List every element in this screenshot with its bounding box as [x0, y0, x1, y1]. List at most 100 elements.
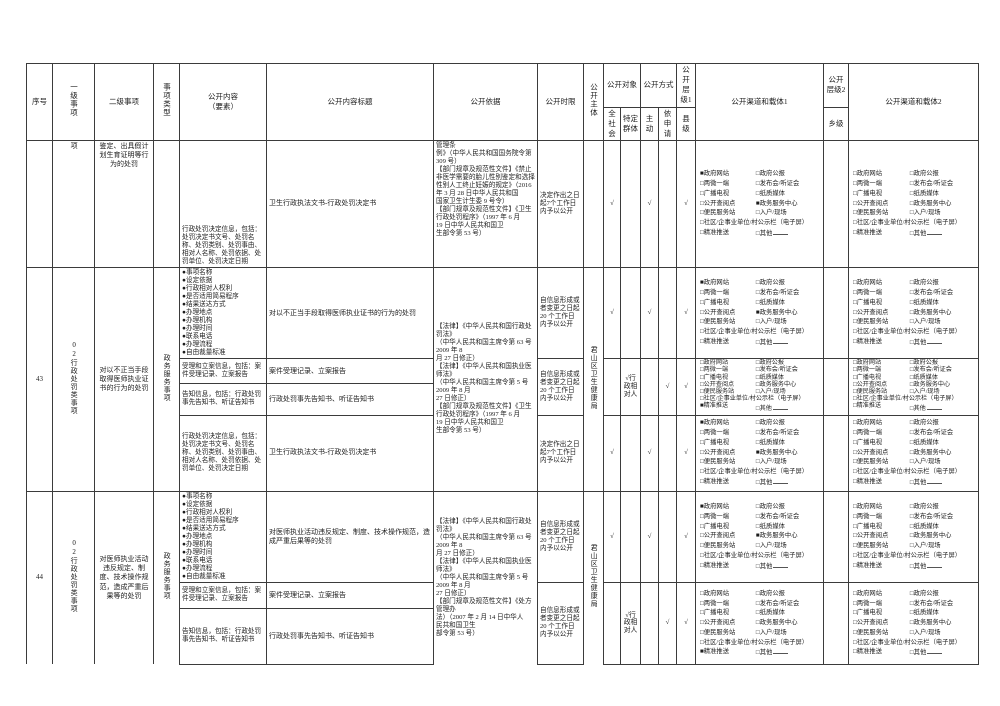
cell-time-limit: 自信息形成或 者变更之日起 20 个工作日 内予以公开 [537, 266, 584, 360]
subject-label: 公开主体 [589, 83, 599, 118]
channel-option-unchecked: □政府公报 [909, 419, 939, 427]
channel-checkbox-list: ■政府网站 □政府公报 □两微一端 □发布会/听证会 □广播电视 □纸质媒体 □公开查阅点 ■… [697, 169, 822, 238]
channel-option-unchecked: □两微一端 [700, 429, 729, 437]
channel-option-unchecked: □入户/现场 [909, 318, 941, 326]
channel-option-unchecked: □公开查阅点 [853, 448, 889, 456]
channel-checkbox-list: □政府网站 □政府公报 □两微一端 □发布会/听证会 □广播电视 □纸质媒体 □公开查阅点 □… [697, 360, 822, 413]
cell-item-type: 政务服务事项 [153, 266, 180, 492]
cell-township-empty [823, 139, 849, 268]
cell-township-empty [823, 581, 849, 665]
channel-option-unchecked: □两微一端 [853, 599, 882, 607]
col-header-subject: 公开主体 [583, 63, 604, 141]
col-header-whole-society: 全社会 [603, 106, 621, 141]
other-blank-line [927, 561, 943, 568]
cell-level2-item: 对以不正当手段取得医师执业证书的行为的处罚 [94, 266, 154, 492]
channel-option-unchecked: □便民服务站 [853, 542, 889, 550]
channel-option-unchecked: □入户/现场 [909, 628, 941, 636]
check-specific-group [620, 266, 641, 360]
channel-option-unchecked: □公开查阅点 [853, 199, 889, 207]
row-43-sub-4: 行政处罚决定信息，包括：处罚决定书文号、处罚名称、处罚类别、处罚事由、相对人名称… [27, 414, 979, 492]
cell-time-limit: 自信息形成或 者变更之日起 20 个工作日 内予以公开 [537, 581, 584, 665]
channel-option-unchecked: □广播电视 [700, 189, 729, 197]
check-county: √ [676, 358, 696, 416]
channel-option-unchecked: □纸质媒体 [755, 609, 785, 617]
cell-basis: 【法律】《中华人民共和国行政处 罚法》 （中华人民共和国主席令第 63 号 20… [433, 490, 538, 665]
col-header-item-type: 事项类型 [153, 63, 180, 141]
channel-checkbox-list: □政府网站 □政府公报 □两微一端 □发布会/听证会 □广播电视 □纸质媒体 □公开查阅点 □… [850, 589, 977, 658]
check-whole-society: √ [603, 490, 621, 583]
channel-option-unchecked: □公开查阅点 [853, 381, 888, 388]
channel-option-unchecked: □入户/现场 [755, 318, 787, 326]
check-proactive: √ [640, 414, 659, 492]
channel-option-unchecked: □社区/企事业单位/村公示栏（电子屏） [853, 468, 962, 476]
cell-basis: 管理条 例》（中华人民共和国国务院令第 309 号） 【部门规章及规范性文件】《… [433, 139, 538, 268]
channel-option-unchecked: □精准推送 [853, 561, 882, 569]
channel-checkbox-list: ■政府网站 □政府公报 □两微一端 □发布会/听证会 □广播电视 □纸质媒体 □公开查阅点 ■… [697, 418, 822, 487]
col-header-basis: 公开依据 [433, 63, 538, 141]
row-43-sub-3: 告知信息，包括：行政处罚事先告知书、听证告知书 行政处罚事先告知书、听证告知书 [27, 383, 979, 416]
channel-option-unchecked: □政府公报 [755, 419, 785, 427]
channels-county-list: ■政府网站 □政府公报 □两微一端 □发布会/听证会 □广播电视 □纸质媒体 □公开查阅点 ■… [695, 139, 824, 268]
channel-option-unchecked: □公开查阅点 [853, 619, 889, 626]
channel-option-unchecked: □两微一端 [853, 180, 882, 187]
channel-option-unchecked: □纸质媒体 [909, 438, 939, 446]
cell-subject-empty [583, 139, 604, 268]
other-blank-line [773, 337, 789, 344]
channel-option-unchecked: □入户/现场 [755, 458, 787, 466]
channel-option-unchecked: □入户/现场 [755, 542, 787, 550]
channels-township-list: □政府网站 □政府公报 □两微一端 □发布会/听证会 □广播电视 □纸质媒体 □公开查阅点 □… [848, 139, 979, 268]
col-header-on-request: 依申请 [658, 106, 677, 141]
cell-content: 受理和立案信息，包括：案件受理记录、立案报告 [179, 581, 267, 609]
check-proactive [640, 581, 659, 665]
channel-option-unchecked: □其他 [756, 337, 819, 348]
col-header-level-1: 公开层级1 [676, 63, 696, 108]
channels-county-list: ■政府网站 □政府公报 □两微一端 □发布会/听证会 □广播电视 □纸质媒体 □公开查阅点 ■… [695, 266, 824, 360]
col-header-specific-group: 特定群体 [620, 106, 641, 141]
channel-option-unchecked: □广播电视 [853, 189, 882, 197]
cell-level2-item: 鉴定、出具假计划生育证明等行为的处罚 [94, 139, 154, 268]
channel-option-unchecked: □社区/企事业单位/村公示栏（电子屏） [700, 638, 809, 646]
check-whole-society: √ [603, 266, 621, 360]
channel-option-unchecked: □精准推送 [853, 648, 882, 656]
cell-content-title: 卫生行政执法文书-行政处罚决定书 [266, 139, 434, 268]
channel-option-unchecked: □便民服务站 [700, 318, 736, 326]
channel-option-unchecked: □社区/企事业单位/村公示栏（电子屏） [853, 638, 962, 646]
channel-option-unchecked: □政府网站 [853, 589, 882, 597]
channel-option-unchecked: □便民服务站 [700, 388, 735, 395]
cell-serial-empty [26, 139, 53, 268]
cell-content: 告知信息，包括：行政处罚事先告知书、听证告知书 [179, 383, 267, 416]
check-specific-group [620, 490, 641, 583]
channel-option-unchecked: □两微一端 [853, 289, 882, 297]
col-header-time-limit: 公开时限 [537, 63, 584, 141]
other-blank-line [772, 403, 788, 411]
channel-option-unchecked: □发布会/听证会 [909, 512, 954, 520]
channel-option-unchecked: □社区/企事业单位/村公示栏（电子屏） [853, 551, 962, 559]
channel-option-checked: ■精准推送 [700, 403, 729, 410]
channel-option-unchecked: □政府网站 [853, 170, 882, 178]
col-header-level1-item: 一级事项 [52, 63, 95, 141]
cell-content-title: 案件受理记录、立案报告 [266, 358, 434, 385]
catalog-table: 序号 一级事项 二级事项 事项类型 公开内容 （要素） 公开内容标题 公开依据 … [26, 63, 979, 665]
channel-option-unchecked: □政务服务中心 [909, 308, 952, 316]
check-on-request [658, 139, 677, 268]
channel-option-unchecked: □政府网站 [700, 360, 729, 367]
channel-option-unchecked: □政府公报 [909, 589, 939, 597]
channels-township-list: □政府网站 □政府公报 □两微一端 □发布会/听证会 □广播电视 □纸质媒体 □公开查阅点 □… [848, 490, 979, 583]
channel-option-unchecked: □纸质媒体 [755, 374, 784, 381]
channel-option-unchecked: □入户/现场 [909, 209, 941, 217]
channel-option-unchecked: □政务服务中心 [909, 381, 951, 388]
channel-option-unchecked: □公开查阅点 [700, 619, 736, 626]
channel-option-unchecked: □精准推送 [700, 477, 729, 485]
cell-township-empty [823, 266, 849, 360]
channel-option-unchecked: □发布会/听证会 [755, 429, 800, 437]
cell-township-empty [823, 490, 849, 583]
channel-option-unchecked: □其他 [756, 228, 819, 239]
channel-option-unchecked: □广播电视 [700, 374, 729, 381]
channel-option-unchecked: □政府网站 [700, 589, 729, 597]
channel-checkbox-list: ■政府网站 □政府公报 □两微一端 □发布会/听证会 □广播电视 □纸质媒体 □公开查阅点 ■… [697, 278, 822, 347]
channel-option-unchecked: □社区/企事业单位/村公示栏（电子屏） [700, 219, 809, 226]
cell-subject: 君山区卫生健康局 [583, 266, 604, 492]
col-header-township: 乡级 [823, 106, 849, 141]
channel-option-unchecked: □其他 [756, 403, 819, 413]
